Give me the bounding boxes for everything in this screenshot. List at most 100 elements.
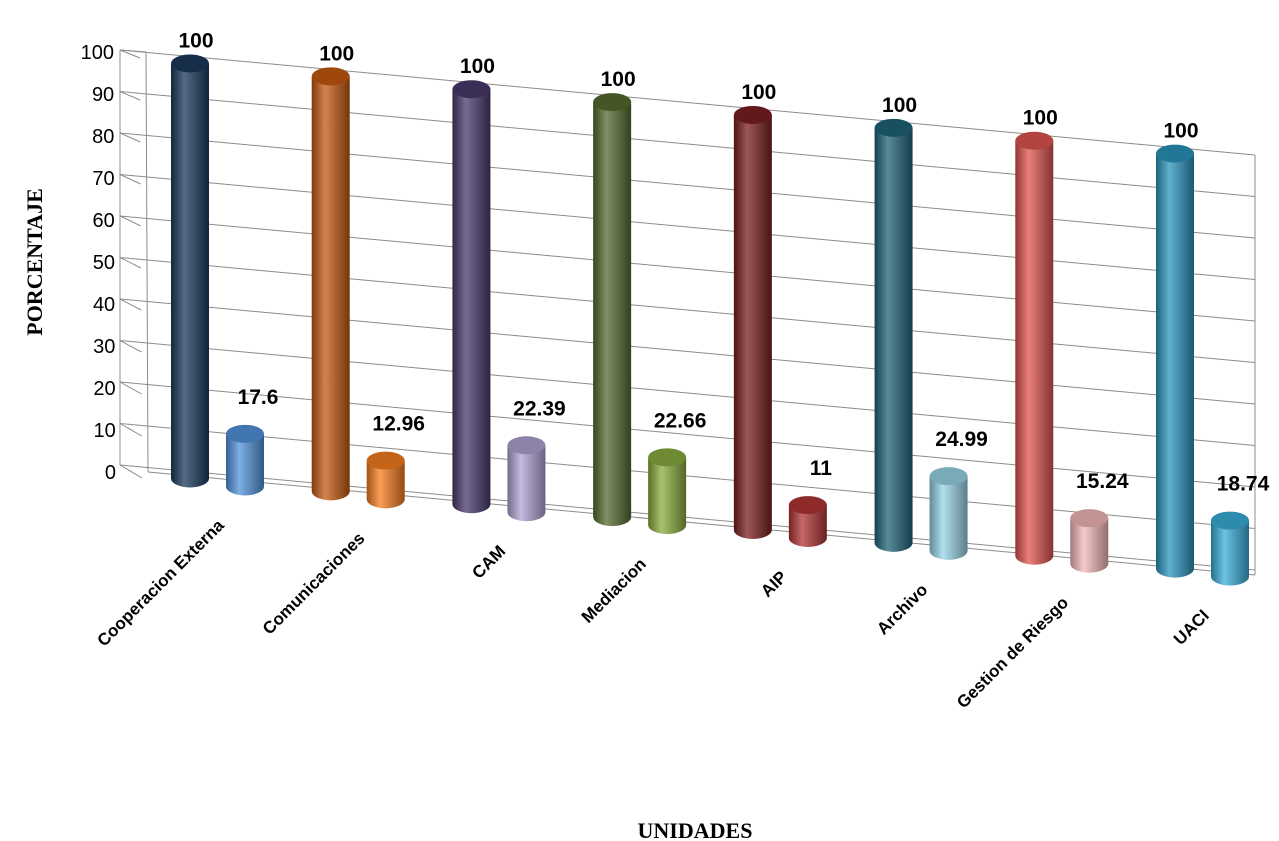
bar-series2-body bbox=[648, 457, 687, 535]
bar-series1-top bbox=[593, 93, 632, 112]
data-label-series1: 100 bbox=[882, 94, 917, 117]
bar-series2 bbox=[788, 496, 827, 547]
y-tick-label: 80 bbox=[92, 126, 114, 148]
bar-series1 bbox=[311, 67, 350, 501]
data-label-series2: 12.96 bbox=[372, 413, 425, 436]
bar-series1 bbox=[1015, 131, 1054, 565]
y-axis-ticks: 0 10 20 30 40 50 60 70 80 90 100 bbox=[81, 42, 116, 484]
bar-series1-top bbox=[452, 80, 491, 99]
bar-series1-top bbox=[874, 118, 913, 137]
gridline-side bbox=[119, 423, 143, 437]
bar-series2-top bbox=[1070, 509, 1109, 528]
bar-series2 bbox=[1070, 509, 1109, 573]
data-label-series1: 100 bbox=[601, 68, 636, 91]
x-category-label: Archivo bbox=[873, 580, 931, 638]
gridline-side bbox=[119, 381, 142, 395]
gridline bbox=[119, 49, 1256, 156]
bar-series1-body bbox=[311, 76, 350, 501]
bar-series1-body bbox=[452, 89, 491, 514]
bar-series2-top bbox=[929, 467, 968, 486]
bar-series2 bbox=[929, 467, 968, 560]
y-tick-label: 30 bbox=[93, 336, 115, 358]
bar-series1-top bbox=[1156, 144, 1194, 163]
chart-bars bbox=[171, 54, 1249, 586]
x-category-label: CAM bbox=[468, 542, 509, 583]
y-tick-label: 90 bbox=[92, 84, 114, 106]
bar-series1-top bbox=[1015, 131, 1054, 150]
y-tick-label: 60 bbox=[93, 210, 115, 232]
x-axis-title: UNIDADES bbox=[638, 818, 753, 841]
x-category-label: UACI bbox=[1170, 606, 1213, 649]
bar-series1-body bbox=[171, 63, 209, 488]
y-tick-label: 20 bbox=[93, 378, 115, 400]
data-label-series2: 15.24 bbox=[1076, 470, 1129, 493]
bar-series2-top bbox=[788, 496, 827, 515]
bar-series2-body bbox=[1211, 520, 1249, 586]
gridline-side bbox=[119, 298, 142, 311]
data-label-series2: 22.39 bbox=[513, 397, 566, 420]
bar-series1-top bbox=[171, 54, 209, 73]
data-label-series2: 22.66 bbox=[654, 409, 707, 432]
bar-series1 bbox=[452, 80, 491, 514]
bar-series2-top bbox=[648, 448, 687, 467]
gridline-side bbox=[119, 91, 141, 101]
gridline bbox=[119, 132, 1256, 239]
x-category-label: AIP bbox=[757, 567, 790, 600]
y-tick-label: 0 bbox=[105, 462, 116, 484]
bar-series2-top bbox=[507, 436, 546, 455]
bar-series2-body bbox=[507, 445, 546, 522]
y-tick-label: 50 bbox=[93, 252, 115, 274]
gridline bbox=[119, 423, 1256, 529]
bar-series2 bbox=[507, 436, 546, 522]
bar-series1 bbox=[593, 93, 632, 527]
data-label-series1: 100 bbox=[1163, 120, 1198, 143]
gridline bbox=[119, 174, 1256, 280]
data-label-series2: 11 bbox=[810, 457, 833, 480]
bar-series2-body bbox=[226, 433, 264, 496]
bar-series1-top bbox=[311, 67, 350, 86]
data-label-series1: 100 bbox=[460, 55, 495, 78]
data-label-series2: 17.6 bbox=[238, 386, 279, 409]
y-tick-label: 40 bbox=[93, 294, 115, 316]
gridline bbox=[119, 381, 1256, 488]
bar-series1-top bbox=[733, 105, 772, 124]
gridline bbox=[119, 91, 1256, 197]
wall-edge bbox=[119, 49, 147, 53]
gridline-side bbox=[119, 464, 143, 479]
data-label-series1: 100 bbox=[319, 42, 354, 65]
gridline bbox=[119, 215, 1256, 322]
bar-series2 bbox=[648, 448, 687, 535]
x-category-label: Gestion de Riesgo bbox=[953, 593, 1072, 712]
gridline-side bbox=[119, 132, 141, 143]
bar-series2 bbox=[1211, 511, 1249, 586]
data-labels: 100 17.6 100 12.96 100 22.39 100 22.66 100 11 100 2… bbox=[178, 29, 1269, 495]
bar-series2-top bbox=[366, 451, 405, 470]
x-category-label: Comunicaciones bbox=[259, 529, 369, 639]
bar-series1 bbox=[874, 118, 913, 552]
y-tick-label: 70 bbox=[92, 168, 114, 190]
y-tick-label: 100 bbox=[81, 42, 114, 64]
wall-edge bbox=[145, 51, 149, 473]
gridline bbox=[119, 340, 1256, 446]
bar-series2-body bbox=[929, 476, 968, 560]
bar-series2-top bbox=[226, 424, 264, 443]
bar-series1-body bbox=[733, 114, 772, 539]
data-label-series2: 24.99 bbox=[935, 428, 988, 451]
bar-series1-body bbox=[874, 127, 913, 552]
gridline-side bbox=[119, 340, 142, 353]
bar-series1-body bbox=[593, 102, 632, 527]
gridline bbox=[119, 257, 1256, 363]
bar-series1 bbox=[733, 105, 772, 539]
data-label-series1: 100 bbox=[1023, 107, 1058, 130]
chart-gridlines bbox=[119, 49, 1256, 576]
data-label-series1: 100 bbox=[741, 81, 776, 104]
bar-series2-top bbox=[1211, 511, 1249, 530]
bar-series1-body bbox=[1015, 140, 1054, 565]
bar-series2 bbox=[226, 424, 264, 496]
gridline bbox=[119, 298, 1256, 405]
bar-series1 bbox=[1156, 144, 1194, 578]
gridline-side bbox=[119, 49, 141, 59]
bar-series2-body bbox=[788, 505, 827, 547]
y-tick-label: 10 bbox=[94, 420, 116, 442]
